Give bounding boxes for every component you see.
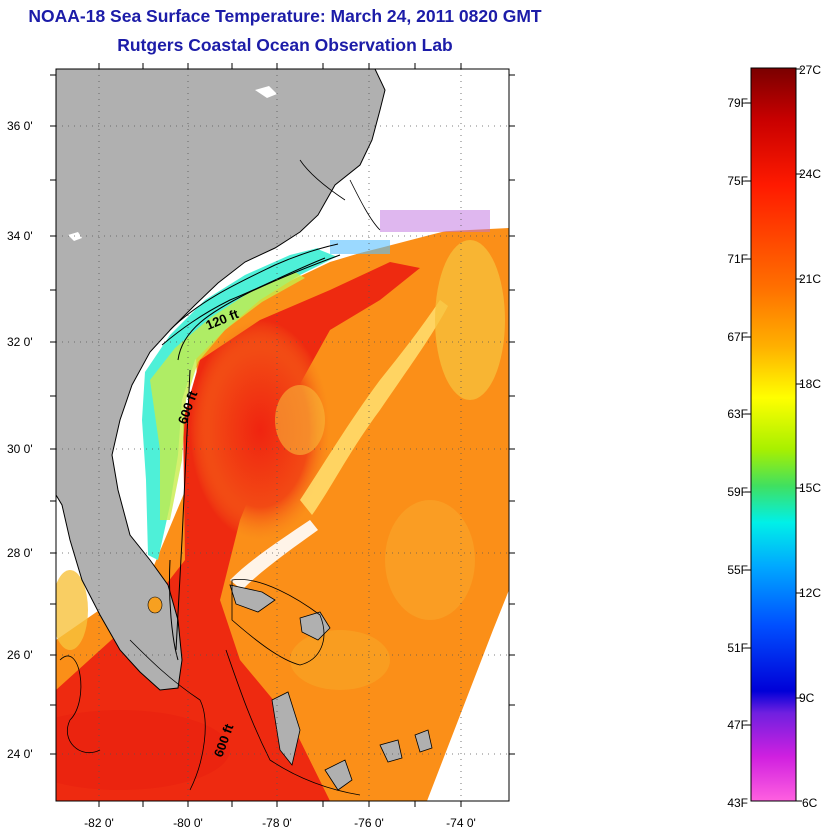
legend-f-label: 75F [727, 174, 748, 188]
legend-f-label: 79F [727, 96, 748, 110]
legend-c-label: 21C [799, 272, 821, 286]
legend-f-label: 47F [727, 718, 748, 732]
longitude-labels: -82 0' -80 0' -78 0' -76 0' -74 0' [84, 816, 476, 830]
legend-f-label: 63F [727, 407, 748, 421]
bahamas-islands [229, 584, 276, 613]
lon-label: -76 0' [354, 816, 384, 830]
fahrenheit-labels: 79F 75F 71F 67F 63F 59F 55F 51F 47F 43F [727, 96, 748, 810]
sst-map: 120 ft 600 ft 600 ft [56, 69, 509, 801]
latitude-labels: 36 0' 34 0' 32 0' 30 0' 28 0' 26 0' 24 0… [7, 119, 33, 761]
lat-label: 32 0' [7, 335, 33, 349]
temperature-color-scale: 79F 75F 71F 67F 63F 59F 55F 51F 47F 43F … [727, 63, 821, 810]
lon-label: -78 0' [262, 816, 292, 830]
celsius-labels: 27C 24C 21C 18C 15C 12C 9C 6C [799, 63, 821, 810]
map-title: NOAA-18 Sea Surface Temperature: March 2… [28, 6, 542, 26]
lat-label: 26 0' [7, 648, 33, 662]
lat-label: 30 0' [7, 442, 33, 456]
lon-label: -82 0' [84, 816, 114, 830]
legend-f-label: 43F [727, 796, 748, 810]
legend-c-label: 27C [799, 63, 821, 77]
land-mass-us [56, 69, 386, 691]
lat-label: 24 0' [7, 747, 33, 761]
legend-f-label: 71F [727, 252, 748, 266]
map-frame [55, 68, 510, 802]
legend-f-label: 51F [727, 641, 748, 655]
legend-c-label: 15C [799, 481, 821, 495]
legend-f-label: 55F [727, 563, 748, 577]
legend-c-label: 12C [799, 586, 821, 600]
map-ticks [50, 63, 515, 807]
legend-c-label: 9C [799, 691, 815, 705]
map-grid [56, 69, 509, 801]
lon-label: -74 0' [446, 816, 476, 830]
cold-shelf-water [142, 245, 340, 560]
legend-f-label: 59F [727, 485, 748, 499]
lat-label: 36 0' [7, 119, 33, 133]
lat-label: 28 0' [7, 546, 33, 560]
lon-label: -80 0' [173, 816, 203, 830]
legend-c-label: 24C [799, 167, 821, 181]
map-subtitle: Rutgers Coastal Ocean Observation Lab [117, 35, 453, 55]
color-bar [750, 67, 797, 802]
legend-c-label: 18C [799, 377, 821, 391]
legend-c-label: 6C [802, 796, 818, 810]
lat-label: 34 0' [7, 229, 33, 243]
legend-f-label: 67F [727, 330, 748, 344]
